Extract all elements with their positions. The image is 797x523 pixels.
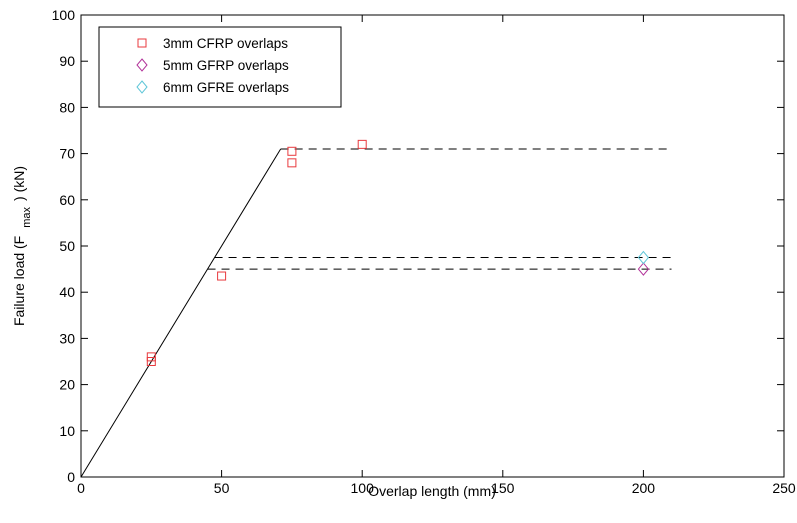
x-axis-label: Overlap length (mm) bbox=[368, 483, 496, 499]
data-point-series-1 bbox=[287, 158, 297, 168]
legend-label-2: 5mm GFRP overlaps bbox=[163, 58, 289, 73]
data-point-series-1 bbox=[357, 139, 367, 149]
data-point-series-3 bbox=[637, 250, 650, 265]
y-tick-label: 50 bbox=[59, 238, 75, 254]
legend-label-3: 6mm GFRE overlaps bbox=[163, 80, 289, 95]
y-axis-label: Failure load (F max ) (kN) bbox=[11, 166, 33, 326]
y-tick-label: 70 bbox=[59, 146, 75, 162]
legend-label-1: 3mm CFRP overlaps bbox=[163, 36, 288, 51]
y-tick-label: 30 bbox=[59, 330, 75, 346]
legend-marker-2 bbox=[136, 58, 148, 72]
legend-box bbox=[98, 26, 342, 108]
y-tick-label: 20 bbox=[59, 377, 75, 393]
x-tick-label: 50 bbox=[214, 480, 230, 496]
x-tick-label: 200 bbox=[632, 480, 656, 496]
axis-ticks: 0 50 100 150 200 250 0 10 20 30 40 50 60 70 80 90 100 bbox=[52, 7, 796, 496]
data-point-series-2 bbox=[637, 262, 650, 276]
y-axis-label-main: Failure load (F bbox=[11, 236, 27, 326]
legend-marker-3 bbox=[136, 80, 148, 94]
y-axis-label-subscript: max bbox=[21, 206, 33, 227]
x-tick-label: 150 bbox=[491, 480, 515, 496]
data-point-series-1 bbox=[146, 352, 156, 362]
legend-marker-1 bbox=[137, 38, 147, 48]
y-tick-label: 60 bbox=[59, 192, 75, 208]
y-tick-label: 80 bbox=[59, 99, 75, 115]
y-tick-label: 90 bbox=[59, 53, 75, 69]
solid-trend-line bbox=[80, 148, 282, 478]
y-tick-label: 100 bbox=[52, 7, 76, 23]
data-point-series-1 bbox=[146, 357, 156, 366]
x-tick-label: 100 bbox=[351, 480, 375, 496]
legend: 3mm CFRP overlaps 5mm GFRP overlaps 6mm GF… bbox=[98, 26, 342, 108]
x-tick-label: 0 bbox=[77, 480, 85, 496]
y-tick-label: 10 bbox=[59, 423, 75, 439]
data-point-series-1 bbox=[287, 146, 297, 156]
fit-lines bbox=[80, 148, 672, 478]
y-tick-label: 0 bbox=[67, 469, 75, 485]
y-axis-label-suffix: ) (kN) bbox=[11, 166, 27, 201]
y-tick-label: 40 bbox=[59, 284, 75, 300]
data-points bbox=[146, 139, 650, 366]
x-tick-label: 250 bbox=[772, 480, 796, 496]
data-point-series-1 bbox=[217, 271, 227, 281]
